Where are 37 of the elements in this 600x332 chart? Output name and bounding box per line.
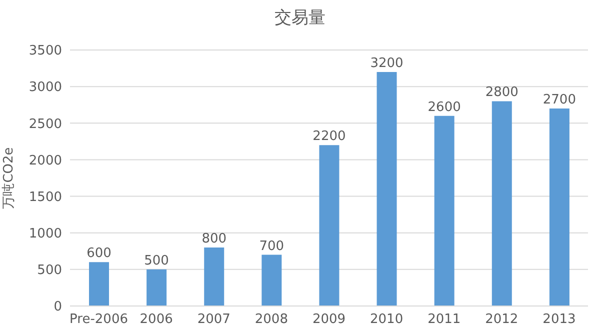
y-tick-label: 0 (54, 300, 62, 315)
x-tick-label: 2011 (428, 312, 461, 328)
y-tick-label: 500 (37, 263, 62, 278)
bar (376, 72, 397, 306)
bar (146, 269, 167, 306)
y-tick-label: 3500 (28, 44, 62, 59)
y-tick-label: 1000 (28, 226, 62, 242)
bar (549, 108, 570, 306)
data-label: 2800 (485, 85, 518, 100)
x-tick-label: 2009 (312, 312, 346, 328)
bar (204, 247, 224, 306)
y-tick-label: 1500 (28, 190, 62, 205)
data-label: 500 (144, 253, 169, 268)
y-axis-title: 万吨CO2e (2, 147, 17, 209)
bar (319, 145, 340, 306)
data-label: 700 (259, 238, 284, 254)
data-label: 600 (86, 246, 112, 262)
chart-title: 交易量 (274, 7, 326, 29)
data-label: 2200 (312, 129, 346, 144)
x-tick-label: 2010 (370, 312, 404, 328)
bar (434, 116, 454, 306)
bar (262, 254, 282, 306)
y-tick-label: 2000 (28, 153, 62, 168)
data-label: 800 (202, 231, 227, 246)
x-tick-label: 2013 (542, 312, 576, 328)
x-tick-label: 2012 (485, 312, 518, 328)
data-label: 2600 (428, 100, 461, 115)
y-tick-label: 2500 (28, 116, 62, 132)
y-tick-label: 3000 (28, 80, 62, 96)
x-tick-label: 2007 (197, 312, 230, 328)
bar (492, 101, 512, 306)
bar (89, 262, 109, 306)
x-tick-label: 2006 (140, 312, 173, 328)
x-tick-label: 2008 (254, 312, 288, 328)
data-label: 3200 (370, 56, 404, 71)
x-tick-label: Pre-2006 (70, 312, 128, 328)
data-label: 2700 (542, 92, 576, 108)
